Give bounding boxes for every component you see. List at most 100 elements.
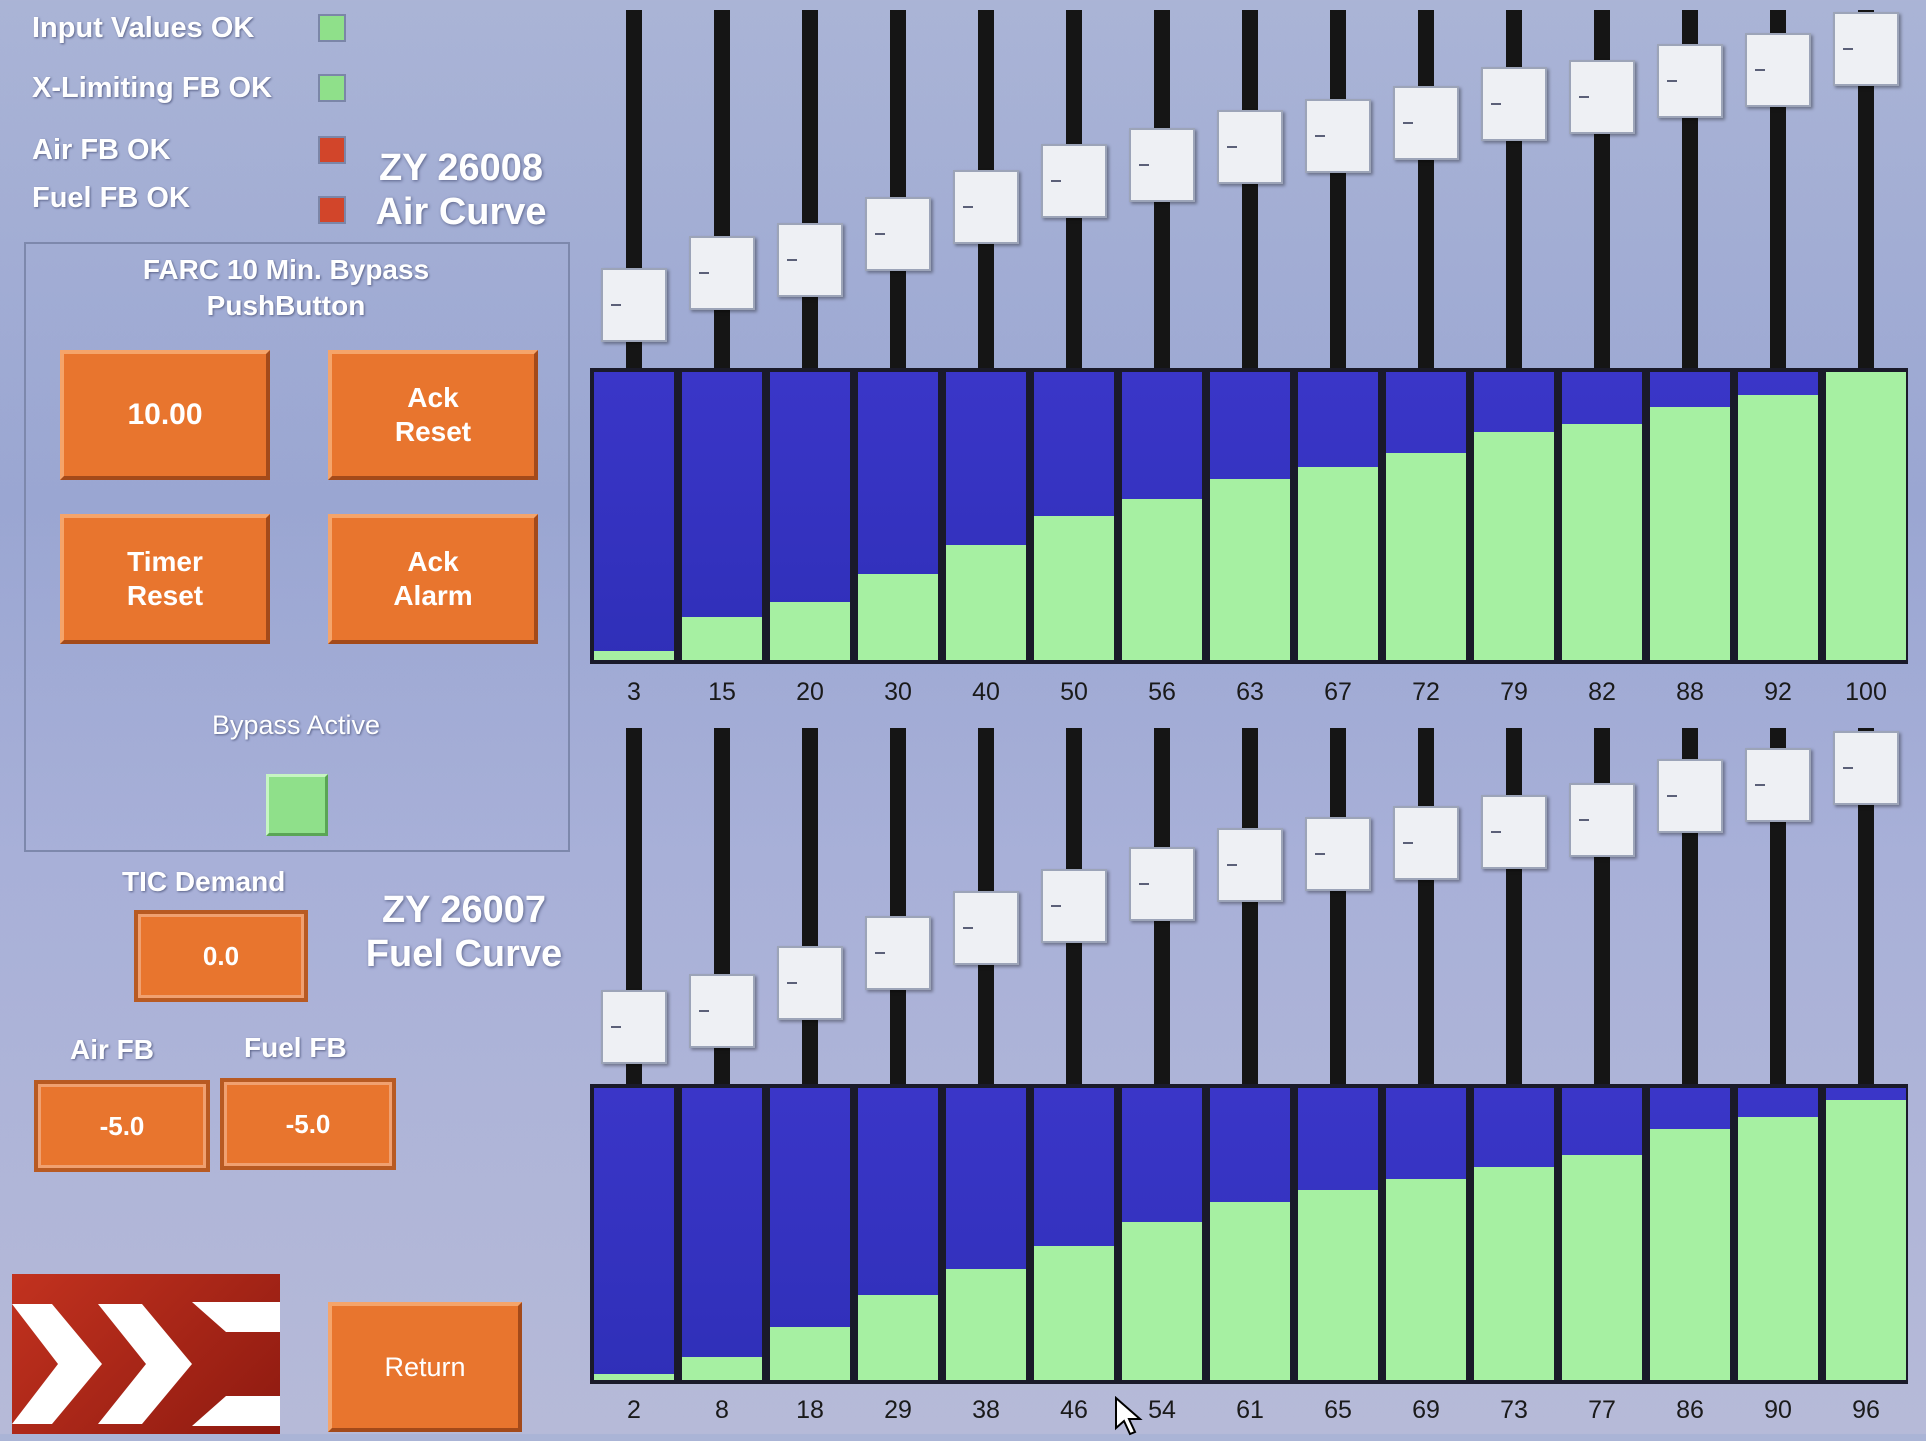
fuel_curve-slider-thumb-1[interactable] xyxy=(689,973,755,1048)
air_curve-bar-14 xyxy=(1826,372,1906,660)
fuel_curve-slider-thumb-5[interactable] xyxy=(1041,869,1107,944)
air_curve-slider-track-2 xyxy=(802,10,818,368)
double-chevron-logo-icon xyxy=(12,1274,280,1434)
air_curve-value-label-10: 79 xyxy=(1500,678,1528,706)
fuel_curve-bar-0 xyxy=(594,1088,674,1380)
air_curve-bar-fill-1 xyxy=(682,616,762,660)
fuel_curve-slider-thumb-3[interactable] xyxy=(865,915,931,990)
fuel_curve-slider-thumb-7[interactable] xyxy=(1217,827,1283,902)
fuel_curve-value-label-5: 46 xyxy=(1060,1396,1088,1424)
air_curve-bar-fill-4 xyxy=(946,544,1026,660)
air_curve-slider-thumb-10[interactable] xyxy=(1481,67,1547,142)
fuel_curve-slider-thumb-10[interactable] xyxy=(1481,794,1547,869)
air_curve-slider-thumb-9[interactable] xyxy=(1393,85,1459,160)
fuel_curve-slider-track-2 xyxy=(802,728,818,1084)
mouse-pointer-icon xyxy=(1114,1395,1144,1441)
air-fb-field[interactable]: -5.0 xyxy=(34,1080,210,1172)
air_curve-bar-fill-6 xyxy=(1122,498,1202,660)
fuel_curve-slider-thumb-2[interactable] xyxy=(777,946,843,1021)
ack-reset-button[interactable]: Ack Reset xyxy=(328,350,538,480)
air_curve-value-label-0: 3 xyxy=(627,678,641,706)
air_curve-slider-thumb-12[interactable] xyxy=(1657,43,1723,118)
fuel_curve-slider-thumb-14[interactable] xyxy=(1833,731,1899,806)
tic-demand-field[interactable]: 0.0 xyxy=(134,910,308,1002)
fuel_curve-bar-11 xyxy=(1562,1088,1642,1380)
air_curve-slider-thumb-5[interactable] xyxy=(1041,144,1107,218)
air-fb-label: Air FB xyxy=(70,1034,154,1065)
fuel_curve-slider-thumb-0[interactable] xyxy=(601,990,667,1065)
fuel_curve-slider-thumb-4[interactable] xyxy=(953,891,1019,966)
air_curve-value-label-5: 50 xyxy=(1060,678,1088,706)
ack-alarm-button[interactable]: Ack Alarm xyxy=(328,514,538,644)
air_curve-slider-thumb-0[interactable] xyxy=(601,268,667,343)
timer-reset-button[interactable]: Timer Reset xyxy=(60,514,270,644)
air_curve-bar-13 xyxy=(1738,372,1818,660)
air_curve-bar-fill-2 xyxy=(770,602,850,660)
fuel_curve-value-label-14: 96 xyxy=(1852,1396,1880,1424)
return-button[interactable]: Return xyxy=(328,1302,522,1432)
fuel_curve-slider-track-8 xyxy=(1330,728,1346,1084)
air_curve-value-label-4: 40 xyxy=(972,678,1000,706)
status-label-fuel-fb: Fuel FB OK xyxy=(32,182,190,214)
air_curve-bar-fill-13 xyxy=(1738,395,1818,660)
air_curve-slider-thumb-6[interactable] xyxy=(1129,128,1195,203)
fuel_curve-bar-4 xyxy=(946,1088,1026,1380)
fuel_curve-slider-thumb-8[interactable] xyxy=(1305,816,1371,891)
air_curve-slider-thumb-13[interactable] xyxy=(1745,33,1811,108)
air_curve-slider-thumb-2[interactable] xyxy=(777,223,843,298)
air_curve-bar-6 xyxy=(1122,372,1202,660)
fuel_curve-bar-10 xyxy=(1474,1088,1554,1380)
fuel_curve-bar-fill-14 xyxy=(1826,1099,1906,1380)
fuel_curve-slider-track-9 xyxy=(1418,728,1434,1084)
fuel_curve-bar-3 xyxy=(858,1088,938,1380)
fuel_curve-slider-thumb-11[interactable] xyxy=(1569,783,1635,858)
air_curve-slider-track-8 xyxy=(1330,10,1346,368)
fuel_curve-bar-fill-0 xyxy=(594,1374,674,1380)
fuel_curve-value-label-7: 61 xyxy=(1236,1396,1264,1424)
air_curve-bar-fill-14 xyxy=(1826,372,1906,660)
fuel_curve-slider-thumb-9[interactable] xyxy=(1393,805,1459,880)
air_curve-bar-3 xyxy=(858,372,938,660)
fuel_curve-value-label-9: 69 xyxy=(1412,1396,1440,1424)
bypass-timer-button[interactable]: 10.00 xyxy=(60,350,270,480)
air_curve-slider-track-7 xyxy=(1242,10,1258,368)
fuel_curve-bar-fill-2 xyxy=(770,1327,850,1380)
air_curve-slider-thumb-8[interactable] xyxy=(1305,99,1371,174)
air_curve-slider-track-1 xyxy=(714,10,730,368)
air_curve-bar-fill-11 xyxy=(1562,423,1642,660)
fuel-curve-tag: ZY 26007 xyxy=(381,889,547,931)
fuel-fb-field[interactable]: -5.0 xyxy=(220,1078,396,1170)
bypass-title: FARC 10 Min. Bypass PushButton xyxy=(142,254,430,321)
air_curve-value-label-7: 63 xyxy=(1236,678,1264,706)
air_curve-value-label-2: 20 xyxy=(796,678,824,706)
fuel_curve-bar-fill-12 xyxy=(1650,1128,1730,1380)
air_curve-slider-thumb-1[interactable] xyxy=(689,236,755,311)
air_curve-bar-4 xyxy=(946,372,1026,660)
fuel_curve-slider-thumb-12[interactable] xyxy=(1657,758,1723,833)
air_curve-bar-fill-12 xyxy=(1650,406,1730,660)
air_curve-bar-12 xyxy=(1650,372,1730,660)
air_curve-bar-fill-3 xyxy=(858,573,938,660)
fuel_curve-bar-fill-9 xyxy=(1386,1178,1466,1380)
fuel_curve-slider-thumb-6[interactable] xyxy=(1129,846,1195,921)
fuel_curve-bar-14 xyxy=(1826,1088,1906,1380)
fuel_curve-value-label-6: 54 xyxy=(1148,1396,1176,1424)
fuel_curve-slider-track-7 xyxy=(1242,728,1258,1084)
air_curve-slider-thumb-14[interactable] xyxy=(1833,12,1899,86)
fuel_curve-slider-thumb-13[interactable] xyxy=(1745,747,1811,822)
air_curve-slider-thumb-3[interactable] xyxy=(865,196,931,271)
air_curve-bar-1 xyxy=(682,372,762,660)
air_curve-slider-thumb-11[interactable] xyxy=(1569,59,1635,134)
fuel_curve-bar-12 xyxy=(1650,1088,1730,1380)
fuel-curve-name: Fuel Curve xyxy=(365,933,563,975)
fuel_curve-bar-8 xyxy=(1298,1088,1378,1380)
air_curve-slider-track-3 xyxy=(890,10,906,368)
fuel_curve-slider-track-11 xyxy=(1594,728,1610,1084)
air_curve-bar-2 xyxy=(770,372,850,660)
air_curve-slider-thumb-7[interactable] xyxy=(1217,109,1283,184)
air_curve-slider-thumb-4[interactable] xyxy=(953,170,1019,245)
fuel_curve-bar-fill-6 xyxy=(1122,1222,1202,1380)
air_curve-slider-track-10 xyxy=(1506,10,1522,368)
fuel_curve-bar-fill-8 xyxy=(1298,1190,1378,1380)
air_curve-slider-track-9 xyxy=(1418,10,1434,368)
